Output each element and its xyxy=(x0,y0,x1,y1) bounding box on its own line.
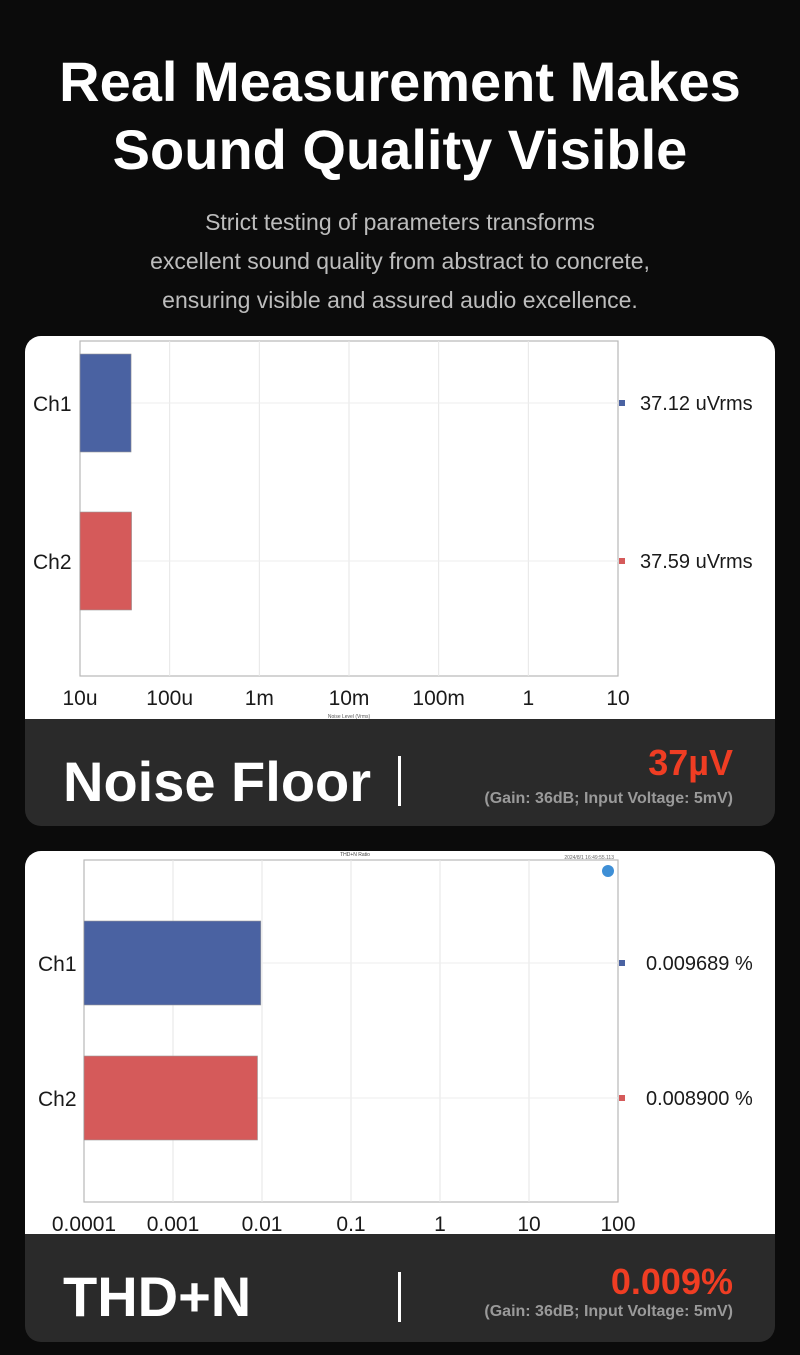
legend-marker xyxy=(619,558,625,564)
x-tick-label: 10m xyxy=(329,687,370,710)
x-tick-label: 0.001 xyxy=(147,1213,200,1234)
page-subtitle: Strict testing of parameters transforms … xyxy=(0,203,800,320)
noise-floor-chart-panel: 10u 100u 1m 10m 100m 1 10 Noise Level (Vrms) Ch1… xyxy=(25,336,775,719)
subtitle-line-2: excellent sound quality from abstract to… xyxy=(150,248,650,274)
legend-marker xyxy=(619,1095,625,1101)
bar xyxy=(79,511,132,611)
x-tick-label: 10 xyxy=(517,1213,540,1234)
noise-floor-label: Noise Floor xyxy=(63,750,372,813)
thd-value: 0.009% xyxy=(610,1261,733,1302)
bar xyxy=(83,1055,258,1141)
value-label: 0.008900 % xyxy=(646,1088,753,1110)
legend-marker xyxy=(619,400,625,406)
x-tick-label: 0.01 xyxy=(242,1213,283,1234)
thd-divider xyxy=(398,1272,401,1322)
x-tick-label: 10u xyxy=(62,687,97,710)
headline-line-2: Sound Quality Visible xyxy=(112,118,688,181)
noise-floor-card: 10u 100u 1m 10m 100m 1 10 Noise Level (Vrms) Ch1… xyxy=(25,336,775,826)
x-tick-label: 0.0001 xyxy=(52,1213,116,1234)
headline-line-1: Real Measurement Makes xyxy=(59,50,741,113)
value-label: 37.12 uVrms xyxy=(640,393,753,415)
thd-conditions: (Gain: 36dB; Input Voltage: 5mV) xyxy=(484,1303,733,1320)
bar xyxy=(79,353,132,453)
subtitle-line-3: ensuring visible and assured audio excel… xyxy=(162,287,638,313)
x-tick-label: 1m xyxy=(245,687,274,710)
noise-floor-value: 37µV xyxy=(648,742,733,783)
thd-label: THD+N xyxy=(63,1265,252,1328)
x-tick-label: 1 xyxy=(434,1213,446,1234)
value-label: 37.59 uVrms xyxy=(640,551,753,573)
subtitle-line-1: Strict testing of parameters transforms xyxy=(205,209,595,235)
category-label: Ch1 xyxy=(38,953,77,976)
x-axis-label: Noise Level (Vrms) xyxy=(328,714,371,719)
bar xyxy=(83,920,262,1006)
noise-floor-chart: 10u 100u 1m 10m 100m 1 10 Noise Level (Vrms) Ch1… xyxy=(33,340,753,719)
x-tick-label: 100 xyxy=(600,1213,635,1234)
chart-timestamp: 2024/8/1 16:49:55.113 xyxy=(564,855,614,861)
category-label: Ch2 xyxy=(38,1088,77,1111)
category-label: Ch2 xyxy=(33,551,72,574)
chart-title: THD+N Ratio xyxy=(340,852,370,858)
x-tick-label: 0.1 xyxy=(336,1213,365,1234)
x-tick-label: 1 xyxy=(522,687,534,710)
noise-floor-conditions: (Gain: 36dB; Input Voltage: 5mV) xyxy=(484,790,733,807)
page-headline: Real Measurement Makes Sound Quality Vis… xyxy=(0,48,800,184)
category-label: Ch1 xyxy=(33,393,72,416)
x-tick-label: 10 xyxy=(606,687,629,710)
value-label: 0.009689 % xyxy=(646,953,753,975)
x-tick-label: 100u xyxy=(146,687,193,710)
noise-floor-divider xyxy=(398,756,401,806)
chart-badge-icon xyxy=(602,865,614,877)
legend-marker xyxy=(619,960,625,966)
x-tick-label: 100m xyxy=(412,687,465,710)
